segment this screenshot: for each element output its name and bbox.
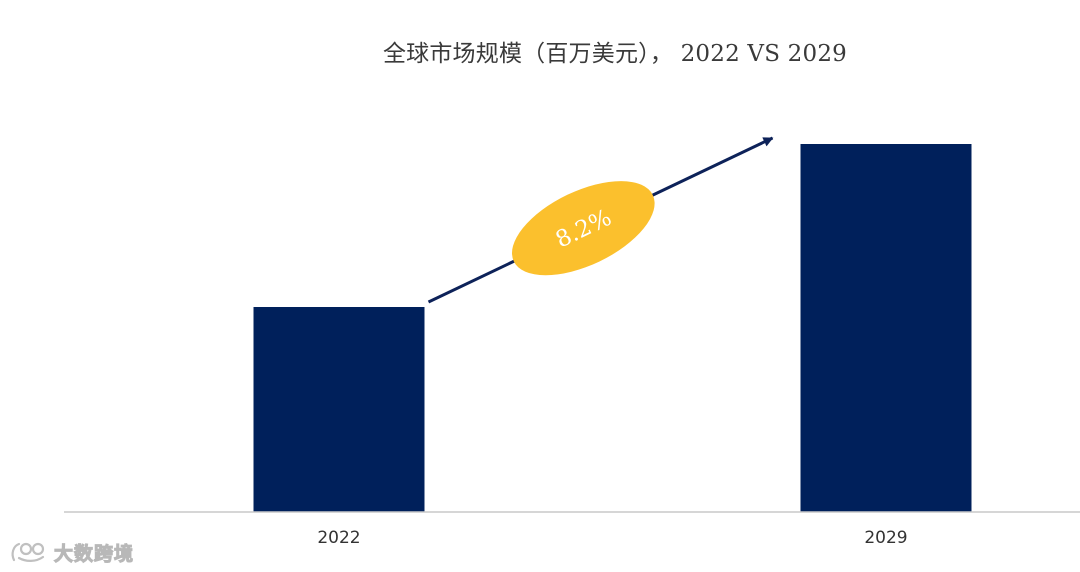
chart-title: 全球市场规模（百万美元）， 2022 VS 2029 — [382, 41, 848, 67]
bars-layer — [253, 144, 972, 512]
growth-badge-ellipse — [511, 181, 655, 276]
annotation-layer: 8.2% — [427, 136, 774, 304]
x-tick-label-2022: 2022 — [317, 528, 360, 548]
bar-2022 — [253, 307, 425, 512]
bigdata-logo-icon — [11, 542, 45, 562]
bar-2029 — [800, 144, 972, 512]
x-tick-label-2029: 2029 — [864, 528, 907, 548]
ticks-layer: 2022 2029 — [317, 528, 907, 548]
growth-badge: 8.2% — [511, 181, 655, 276]
watermark-text: 大数跨境 — [53, 542, 135, 565]
watermark: 大数跨境 — [10, 538, 134, 566]
